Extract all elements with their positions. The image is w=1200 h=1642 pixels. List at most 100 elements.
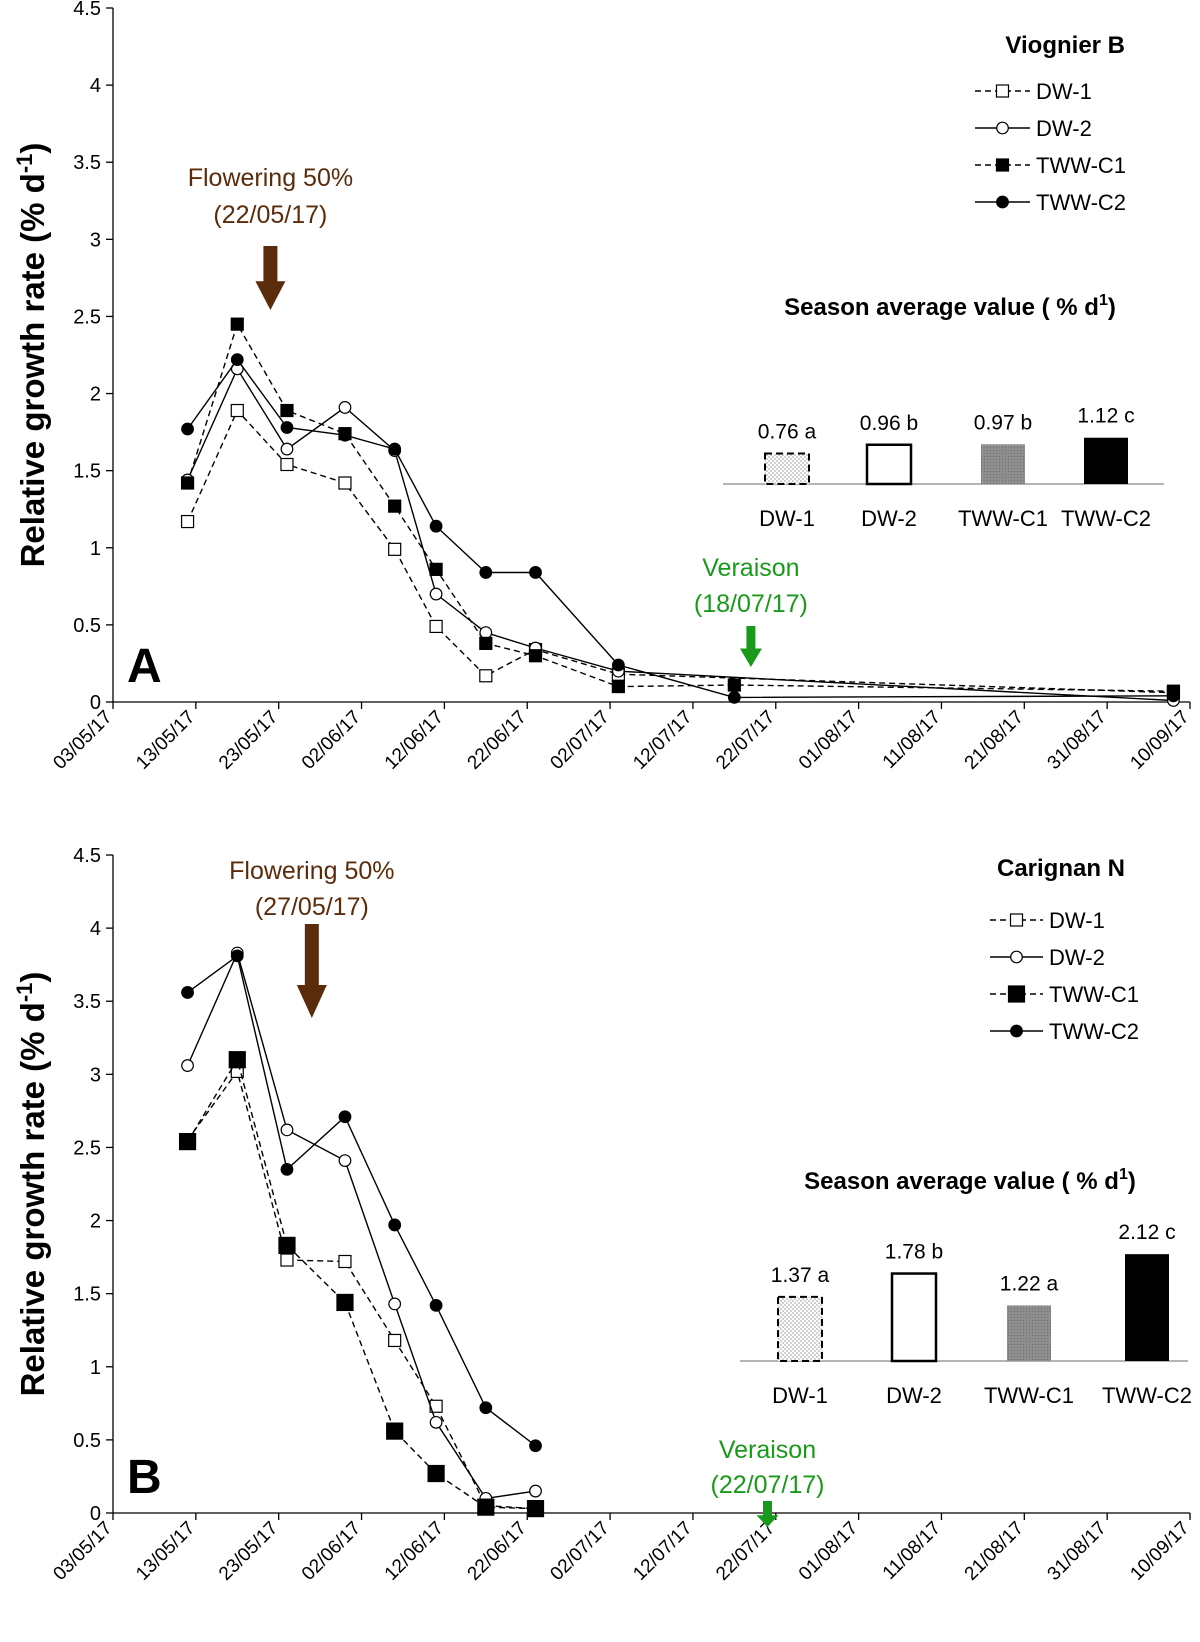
legend-label-tww-c1: TWW-C1 bbox=[1036, 153, 1126, 178]
point-dw-2 bbox=[280, 442, 294, 456]
inset-category-label: DW-1 bbox=[772, 1383, 828, 1408]
veraison-arrow bbox=[756, 1501, 779, 1527]
point-dw-1 bbox=[230, 403, 244, 418]
inset-category-label: DW-2 bbox=[886, 1383, 942, 1408]
point-tww-c2 bbox=[338, 428, 352, 442]
x-tick-label: 12/06/17 bbox=[381, 707, 448, 774]
point-tww-c2 bbox=[529, 566, 542, 579]
x-tick-label: 21/08/17 bbox=[961, 1518, 1028, 1585]
y-tick-label: 3.5 bbox=[73, 991, 101, 1013]
series-line-dw-1 bbox=[187, 1069, 536, 1510]
point-dw-1 bbox=[280, 1253, 294, 1267]
x-tick-label: 01/08/17 bbox=[795, 1518, 862, 1585]
x-tick-label: 21/08/17 bbox=[961, 707, 1028, 774]
point-tww-c1 bbox=[386, 1422, 404, 1440]
point-dw-2 bbox=[181, 1059, 194, 1072]
y-axis-title: Relative growth rate (% d-1) bbox=[12, 143, 51, 568]
inset-category-label: DW-2 bbox=[861, 506, 917, 531]
panel-label: B bbox=[127, 1451, 162, 1504]
inset-category-label: TWW-C1 bbox=[984, 1383, 1074, 1408]
flowering-arrow bbox=[296, 924, 327, 1018]
point-tww-c2 bbox=[181, 986, 194, 999]
y-tick-label: 1.5 bbox=[73, 1284, 101, 1306]
y-axis-title: Relative growth rate (% d-1) bbox=[12, 972, 51, 1397]
point-dw-1 bbox=[338, 476, 352, 490]
point-tww-c1 bbox=[228, 1051, 246, 1069]
y-tick-label: 3 bbox=[90, 229, 101, 251]
y-tick-label: 2.5 bbox=[73, 306, 101, 328]
inset-title: Season average value ( % d1) bbox=[784, 292, 1116, 321]
inset-bar-dw-2 bbox=[890, 1272, 938, 1363]
y-tick-label: 0 bbox=[90, 692, 101, 714]
x-tick-label: 02/07/17 bbox=[546, 1518, 613, 1585]
inset-value-label: 0.76 a bbox=[758, 421, 817, 444]
point-dw-2 bbox=[338, 401, 352, 414]
x-tick-label: 11/08/17 bbox=[879, 1518, 945, 1584]
point-tww-c1 bbox=[278, 1236, 296, 1255]
series-line-dw-2 bbox=[186, 367, 1174, 702]
veraison-label: Veraison bbox=[719, 1436, 816, 1464]
y-tick-label: 4.5 bbox=[73, 845, 101, 867]
x-tick-label: 03/05/17 bbox=[49, 1518, 116, 1585]
inset-value-label: 2.12 c bbox=[1118, 1221, 1175, 1244]
y-tick-label: 1 bbox=[90, 1357, 101, 1379]
legend-label-tww-c1: TWW-C1 bbox=[1049, 982, 1139, 1007]
x-tick-label: 11/08/17 bbox=[879, 707, 945, 773]
inset-value-label: 1.37 a bbox=[771, 1264, 830, 1287]
point-tww-c2 bbox=[230, 949, 244, 963]
veraison-date: (18/07/17) bbox=[694, 590, 808, 618]
veraison-date: (22/07/17) bbox=[711, 1471, 825, 1499]
legend-label-dw-1: DW-1 bbox=[1036, 79, 1092, 104]
point-tww-c2 bbox=[280, 421, 294, 434]
point-dw-1 bbox=[388, 542, 402, 556]
inset-category-label: TWW-C1 bbox=[958, 506, 1048, 531]
point-tww-c2 bbox=[429, 519, 443, 533]
point-dw-1 bbox=[280, 457, 294, 472]
point-dw-1 bbox=[180, 514, 195, 529]
x-tick-label: 12/06/17 bbox=[381, 1518, 448, 1585]
point-tww-c1 bbox=[336, 1293, 354, 1312]
inset-category-label: DW-1 bbox=[759, 506, 815, 531]
point-tww-c2 bbox=[479, 1401, 493, 1415]
legend-label-tww-c2: TWW-C2 bbox=[1036, 190, 1126, 215]
y-tick-label: 3.5 bbox=[73, 152, 101, 174]
point-tww-c2 bbox=[280, 1162, 294, 1176]
point-dw-1 bbox=[429, 619, 443, 634]
point-tww-c2 bbox=[1167, 689, 1180, 703]
y-tick-label: 1 bbox=[90, 538, 101, 560]
legend-marker-tww-c1 bbox=[1007, 985, 1026, 1003]
legend-marker-dw-2 bbox=[1010, 950, 1023, 964]
inset-value-label: 1.12 c bbox=[1077, 405, 1134, 428]
flowering-arrow bbox=[255, 246, 286, 310]
legend-marker-tww-c2 bbox=[1010, 1024, 1023, 1038]
x-tick-label: 10/09/17 bbox=[1126, 1518, 1193, 1585]
legend-marker-tww-c2 bbox=[996, 195, 1009, 209]
y-tick-label: 2 bbox=[90, 1211, 101, 1233]
point-tww-c2 bbox=[230, 353, 244, 367]
inset-bar-dw-1 bbox=[777, 1295, 823, 1363]
point-tww-c2 bbox=[338, 1110, 352, 1124]
inset-bar-tww-c1 bbox=[1007, 1305, 1051, 1361]
point-tww-c1 bbox=[427, 1464, 445, 1483]
point-tww-c1 bbox=[727, 678, 741, 692]
inset-bar-tww-c2 bbox=[1125, 1254, 1169, 1361]
flowering-label: Flowering 50% bbox=[229, 857, 394, 885]
point-dw-1 bbox=[479, 669, 493, 683]
inset-category-label: TWW-C2 bbox=[1102, 1383, 1192, 1408]
legend-title: Viognier B bbox=[1005, 32, 1125, 59]
x-tick-label: 01/08/17 bbox=[795, 707, 862, 774]
point-tww-c2 bbox=[529, 1439, 542, 1453]
x-tick-label: 10/09/17 bbox=[1126, 707, 1193, 774]
x-tick-label: 31/08/17 bbox=[1044, 1518, 1111, 1585]
x-tick-label: 22/07/17 bbox=[712, 1518, 779, 1585]
point-tww-c2 bbox=[611, 658, 625, 672]
inset-category-label: TWW-C2 bbox=[1061, 506, 1151, 531]
legend-marker-dw-1 bbox=[995, 84, 1010, 98]
inset-bar-tww-c1 bbox=[981, 444, 1025, 484]
point-tww-c1 bbox=[477, 1498, 495, 1516]
legend-label-dw-2: DW-2 bbox=[1049, 945, 1105, 970]
point-tww-c1 bbox=[429, 562, 443, 576]
x-tick-label: 13/05/17 bbox=[132, 1518, 199, 1585]
flowering-date: (22/05/17) bbox=[213, 201, 327, 229]
